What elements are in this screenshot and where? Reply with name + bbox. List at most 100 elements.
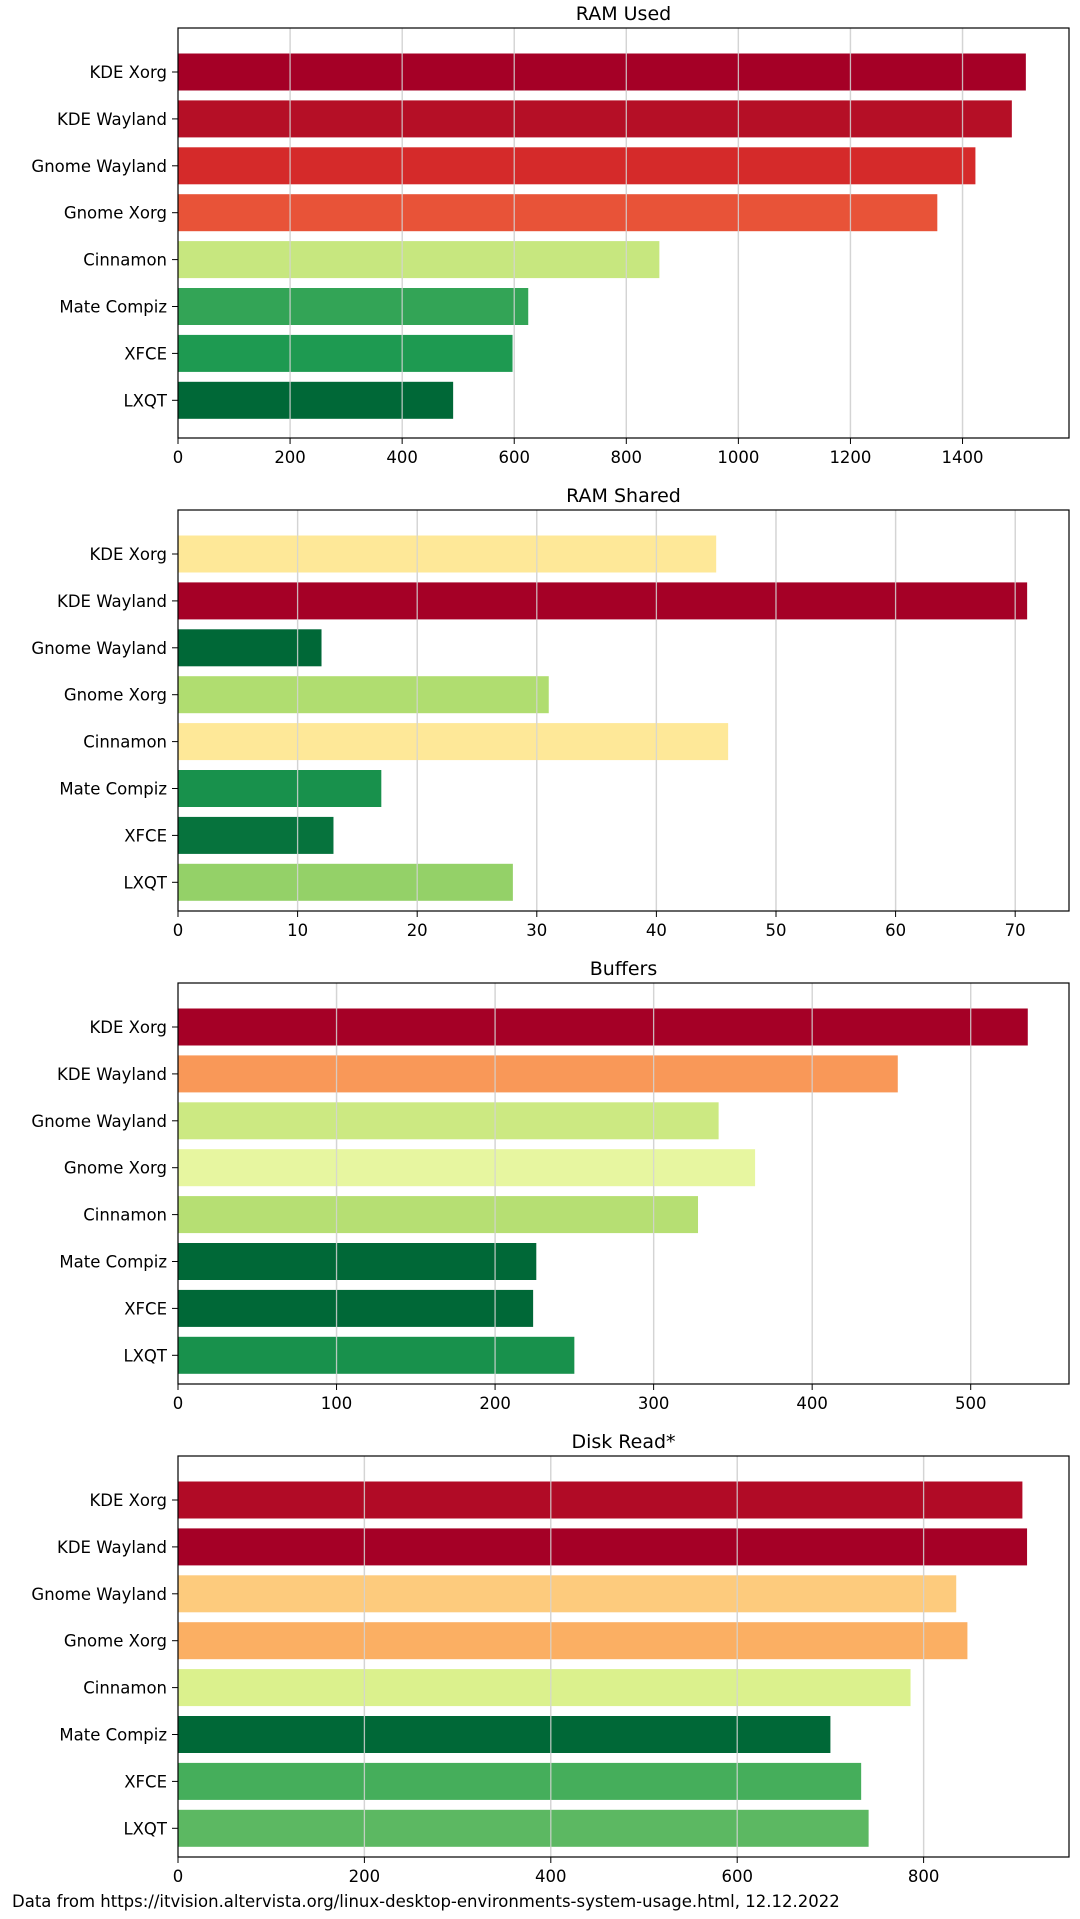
x-tick-label: 0 [173, 1867, 184, 1886]
plot-frame [177, 1455, 1070, 1858]
bar-mate-compiz [178, 770, 382, 807]
bar-kde-wayland [178, 100, 1012, 138]
category-label: KDE Wayland [57, 1065, 167, 1084]
bar-cinnamon [178, 723, 729, 761]
bar-kde-xorg [178, 1481, 1023, 1519]
category-label: XFCE [124, 826, 167, 845]
chart-panel-3: Buffers KDE Xorg KDE Wayland Gnome Wayland G… [31, 958, 1070, 1413]
category-label: Mate Compiz [59, 1726, 167, 1745]
chart-title: Buffers [590, 958, 658, 980]
category-label: XFCE [124, 344, 167, 363]
category-label: Cinnamon [83, 1206, 167, 1225]
category-label: LXQT [123, 873, 167, 892]
category-label: Gnome Xorg [64, 686, 167, 705]
category-label: Gnome Wayland [31, 1585, 167, 1604]
chart-title: Disk Read* [571, 1431, 675, 1453]
bar-xfce [178, 1762, 862, 1800]
x-tick-label: 1000 [717, 448, 759, 467]
chart-title: RAM Used [576, 3, 671, 25]
x-tick-label: 300 [638, 1394, 670, 1413]
category-label: Gnome Wayland [31, 157, 167, 176]
x-tick-label: 800 [908, 1867, 940, 1886]
x-tick-label: 200 [349, 1867, 381, 1886]
x-tick-label: 1200 [829, 448, 871, 467]
category-label: Mate Compiz [59, 780, 167, 799]
category-label: KDE Wayland [57, 110, 167, 129]
category-label: XFCE [124, 1772, 167, 1791]
bar-kde-wayland [178, 1528, 1028, 1566]
x-tick-label: 20 [407, 921, 428, 940]
x-tick-label: 600 [721, 1867, 753, 1886]
chart-panel-1: RAM Used KDE Xorg KDE Wayland Gnome Wayland… [31, 3, 1070, 467]
category-label: Cinnamon [83, 251, 167, 270]
bar-lxqt [178, 1809, 869, 1847]
bar-gnome-wayland [178, 1102, 719, 1140]
bar-gnome-wayland [178, 629, 322, 667]
category-label: Gnome Wayland [31, 639, 167, 658]
bar-lxqt [178, 863, 513, 901]
category-label: LXQT [123, 1819, 167, 1838]
bar-mate-compiz [178, 1716, 831, 1753]
bar-gnome-xorg [178, 1622, 968, 1660]
x-tick-label: 400 [386, 448, 418, 467]
x-tick-label: 800 [611, 448, 643, 467]
category-label: Gnome Xorg [64, 204, 167, 223]
bar-mate-compiz [178, 288, 529, 325]
x-tick-label: 0 [173, 448, 184, 467]
x-tick-label: 0 [173, 921, 184, 940]
x-tick-label: 200 [479, 1394, 511, 1413]
bar-kde-xorg [178, 53, 1026, 91]
bar-kde-xorg [178, 1008, 1028, 1046]
bar-gnome-xorg [178, 194, 938, 232]
bar-kde-xorg [178, 535, 717, 573]
bar-gnome-xorg [178, 676, 549, 714]
plot-frame [177, 509, 1070, 912]
source-footnote: Data from https://itvision.altervista.or… [12, 1892, 840, 1911]
category-label: Cinnamon [83, 733, 167, 752]
bar-kde-wayland [178, 582, 1028, 620]
x-tick-label: 70 [1005, 921, 1026, 940]
category-label: Mate Compiz [59, 1253, 167, 1272]
category-label: Gnome Wayland [31, 1112, 167, 1131]
bar-gnome-xorg [178, 1149, 756, 1187]
category-label: Cinnamon [83, 1679, 167, 1698]
x-tick-label: 30 [526, 921, 547, 940]
x-tick-label: 600 [498, 448, 530, 467]
category-label: Gnome Xorg [64, 1632, 167, 1651]
x-tick-label: 1400 [942, 448, 984, 467]
category-label: KDE Xorg [89, 1491, 167, 1510]
category-label: Gnome Xorg [64, 1159, 167, 1178]
bar-lxqt [178, 1336, 575, 1374]
x-tick-label: 60 [885, 921, 906, 940]
bar-xfce [178, 1289, 534, 1327]
category-label: KDE Xorg [89, 63, 167, 82]
x-tick-label: 0 [173, 1394, 184, 1413]
bar-gnome-wayland [178, 1575, 957, 1613]
bar-gnome-wayland [178, 147, 976, 185]
chart-panel-2: RAM Shared KDE Xorg KDE Wayland Gnome Wayla… [31, 485, 1070, 940]
bar-cinnamon [178, 1196, 699, 1234]
bar-kde-wayland [178, 1055, 898, 1093]
chart-panel-4: Disk Read* KDE Xorg KDE Wayland Gnome Wayla… [31, 1431, 1070, 1886]
chart-title: RAM Shared [566, 485, 681, 507]
bar-xfce [178, 816, 334, 854]
x-tick-label: 500 [955, 1394, 987, 1413]
category-label: LXQT [123, 1346, 167, 1365]
x-tick-label: 40 [646, 921, 667, 940]
category-label: KDE Xorg [89, 1018, 167, 1037]
bar-mate-compiz [178, 1243, 537, 1280]
category-label: KDE Xorg [89, 545, 167, 564]
bar-cinnamon [178, 241, 660, 279]
x-tick-label: 400 [796, 1394, 828, 1413]
bar-cinnamon [178, 1669, 911, 1707]
plot-frame [177, 27, 1070, 439]
category-label: KDE Wayland [57, 1538, 167, 1557]
x-tick-label: 200 [274, 448, 306, 467]
bar-xfce [178, 334, 513, 372]
x-tick-label: 100 [321, 1394, 353, 1413]
plot-frame [177, 982, 1070, 1385]
bar-lxqt [178, 381, 454, 419]
x-tick-label: 400 [535, 1867, 567, 1886]
category-label: Mate Compiz [59, 298, 167, 317]
